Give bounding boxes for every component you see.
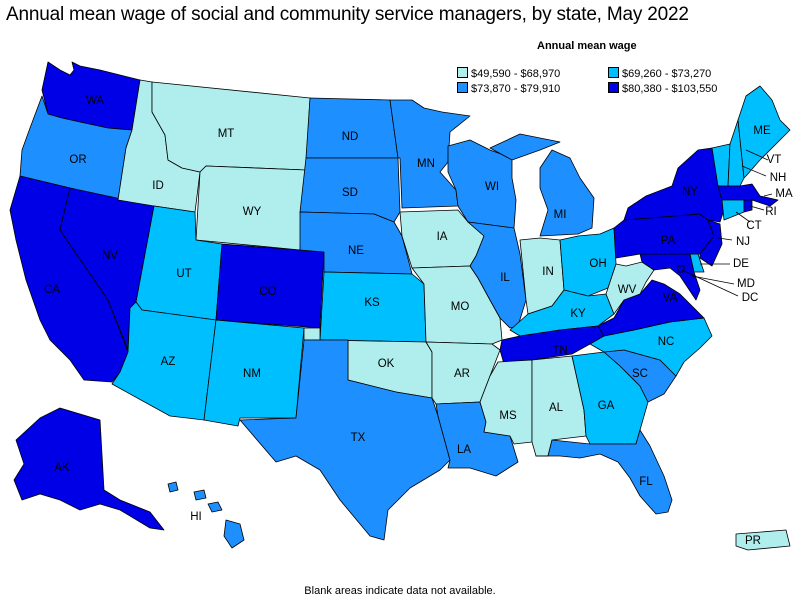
state-label-pr: PR — [745, 535, 761, 547]
state-label-fl: FL — [639, 476, 653, 488]
state-label-sd: SD — [342, 187, 358, 199]
state-label-nd: ND — [342, 131, 359, 143]
state-il[interactable] — [467, 221, 527, 329]
state-label-ga: GA — [598, 400, 615, 412]
legend-item-bin-3: $73,870 - $79,910 — [457, 82, 560, 95]
state-label-ct: CT — [746, 220, 761, 232]
state-oh[interactable] — [559, 227, 617, 297]
legend-label-bin-4: $80,380 - $103,550 — [622, 83, 718, 95]
state-label-wi: WI — [485, 181, 499, 193]
leader-line-md — [691, 275, 735, 285]
state-label-md: MD — [737, 278, 755, 290]
state-label-hi: HI — [190, 511, 202, 523]
legend-swatch-bin-2 — [608, 67, 619, 78]
state-mt[interactable] — [151, 81, 311, 173]
state-ny[interactable] — [623, 147, 725, 223]
state-label-dc: DC — [742, 292, 759, 304]
state-label-ri: RI — [765, 206, 777, 218]
state-label-nj: NJ — [736, 236, 750, 248]
state-hi[interactable] — [167, 481, 245, 549]
state-label-ia: IA — [437, 231, 448, 243]
legend-label-bin-1: $49,590 - $68,970 — [471, 68, 561, 80]
state-ri[interactable] — [743, 199, 753, 213]
state-mn[interactable] — [389, 99, 471, 209]
state-label-mi: MI — [554, 209, 567, 221]
legend-label-bin-2: $69,260 - $73,270 — [622, 68, 712, 80]
state-nh[interactable] — [727, 119, 745, 187]
state-wy[interactable] — [195, 165, 307, 251]
state-label-ks: KS — [364, 297, 380, 309]
state-label-nv: NV — [102, 250, 118, 262]
leader-line-nh — [741, 165, 767, 177]
state-label-va: VA — [663, 292, 678, 304]
state-label-ar: AR — [454, 368, 470, 380]
state-label-ma: MA — [775, 188, 793, 200]
state-label-wa: WA — [86, 95, 104, 107]
state-label-tn: TN — [552, 345, 567, 357]
state-label-ms: MS — [499, 410, 517, 422]
state-label-nh: NH — [770, 172, 787, 184]
legend-swatch-bin-4 — [608, 82, 619, 93]
state-label-wy: WY — [243, 206, 262, 218]
state-label-mo: MO — [451, 301, 470, 313]
legend-swatch-bin-3 — [457, 82, 468, 93]
legend-item-bin-1: $49,590 - $68,970 — [457, 67, 560, 80]
state-label-oh: OH — [589, 258, 606, 270]
state-ak[interactable] — [13, 407, 165, 531]
state-ct[interactable] — [721, 199, 745, 221]
state-wi[interactable] — [447, 139, 517, 229]
state-label-ne: NE — [348, 245, 364, 257]
state-label-az: AZ — [161, 356, 176, 368]
legend-item-bin-4: $80,380 - $103,550 — [608, 82, 717, 95]
state-fl[interactable] — [535, 429, 673, 515]
state-nj[interactable] — [699, 219, 723, 267]
state-dc[interactable] — [677, 265, 685, 273]
state-label-ny: NY — [682, 186, 698, 198]
state-label-pa: PA — [661, 235, 676, 247]
state-label-ut: UT — [176, 268, 191, 280]
state-label-sc: SC — [632, 368, 648, 380]
state-label-me: ME — [753, 125, 771, 137]
state-me[interactable] — [737, 85, 791, 179]
legend-title: Annual mean wage — [537, 40, 637, 52]
state-label-ca: CA — [44, 284, 60, 296]
leader-line-dc — [681, 269, 739, 297]
state-label-ok: OK — [378, 358, 395, 370]
legend-label-bin-3: $73,870 - $79,910 — [471, 83, 561, 95]
state-label-la: LA — [457, 444, 471, 456]
state-label-wv: WV — [618, 284, 637, 296]
footnote: Blank areas indicate data not available. — [304, 585, 496, 597]
state-mi[interactable] — [489, 133, 595, 237]
state-label-or: OR — [69, 154, 86, 166]
state-label-al: AL — [549, 402, 564, 414]
legend-item-bin-2: $69,260 - $73,270 — [608, 67, 711, 80]
map-title: Annual mean wage of social and community… — [6, 4, 689, 25]
state-label-vt: VT — [767, 154, 782, 166]
state-label-de: DE — [733, 258, 749, 270]
leader-line-ma — [763, 193, 773, 197]
state-tx[interactable] — [239, 339, 451, 541]
state-label-co: CO — [259, 286, 276, 298]
state-label-tx: TX — [351, 432, 366, 444]
legend-swatch-bin-1 — [457, 67, 468, 78]
state-label-ky: KY — [570, 308, 586, 320]
state-label-ak: AK — [54, 462, 70, 474]
state-nd[interactable] — [305, 97, 399, 159]
leader-line-nj — [717, 237, 733, 241]
state-label-mt: MT — [218, 128, 235, 140]
leader-line-vt — [745, 149, 769, 161]
state-label-il: IL — [500, 272, 510, 284]
leader-line-ct — [735, 211, 751, 223]
leader-line-ri — [749, 205, 765, 211]
state-label-in: IN — [542, 266, 554, 278]
state-label-id: ID — [152, 180, 164, 192]
state-label-mn: MN — [417, 158, 435, 170]
state-label-nm: NM — [243, 368, 261, 380]
state-pr[interactable] — [735, 529, 791, 551]
state-label-nc: NC — [658, 336, 675, 348]
